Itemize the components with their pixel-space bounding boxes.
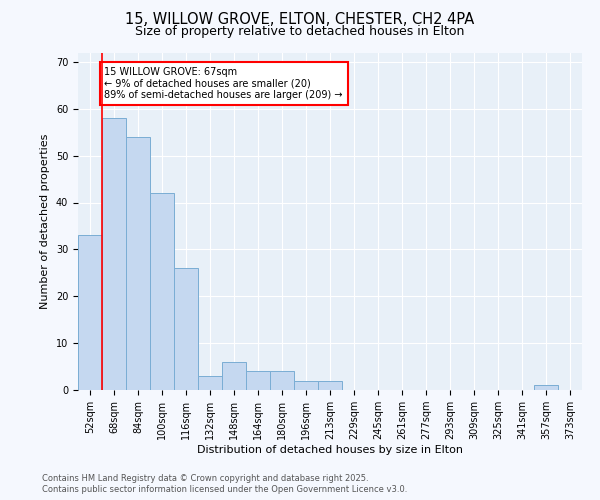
Y-axis label: Number of detached properties: Number of detached properties: [40, 134, 50, 309]
Text: Size of property relative to detached houses in Elton: Size of property relative to detached ho…: [136, 25, 464, 38]
Bar: [78, 236, 102, 390]
Bar: [102, 118, 126, 390]
Bar: [150, 193, 174, 390]
Bar: [126, 137, 150, 390]
Text: Contains HM Land Registry data © Crown copyright and database right 2025.
Contai: Contains HM Land Registry data © Crown c…: [42, 474, 407, 494]
Text: 15, WILLOW GROVE, ELTON, CHESTER, CH2 4PA: 15, WILLOW GROVE, ELTON, CHESTER, CH2 4P…: [125, 12, 475, 28]
Bar: [318, 380, 342, 390]
X-axis label: Distribution of detached houses by size in Elton: Distribution of detached houses by size …: [197, 445, 463, 455]
Bar: [270, 371, 294, 390]
Text: 15 WILLOW GROVE: 67sqm
← 9% of detached houses are smaller (20)
89% of semi-deta: 15 WILLOW GROVE: 67sqm ← 9% of detached …: [104, 66, 343, 100]
Bar: [534, 386, 558, 390]
Bar: [222, 362, 246, 390]
Bar: [198, 376, 222, 390]
Bar: [246, 371, 270, 390]
Bar: [294, 380, 318, 390]
Bar: [174, 268, 198, 390]
